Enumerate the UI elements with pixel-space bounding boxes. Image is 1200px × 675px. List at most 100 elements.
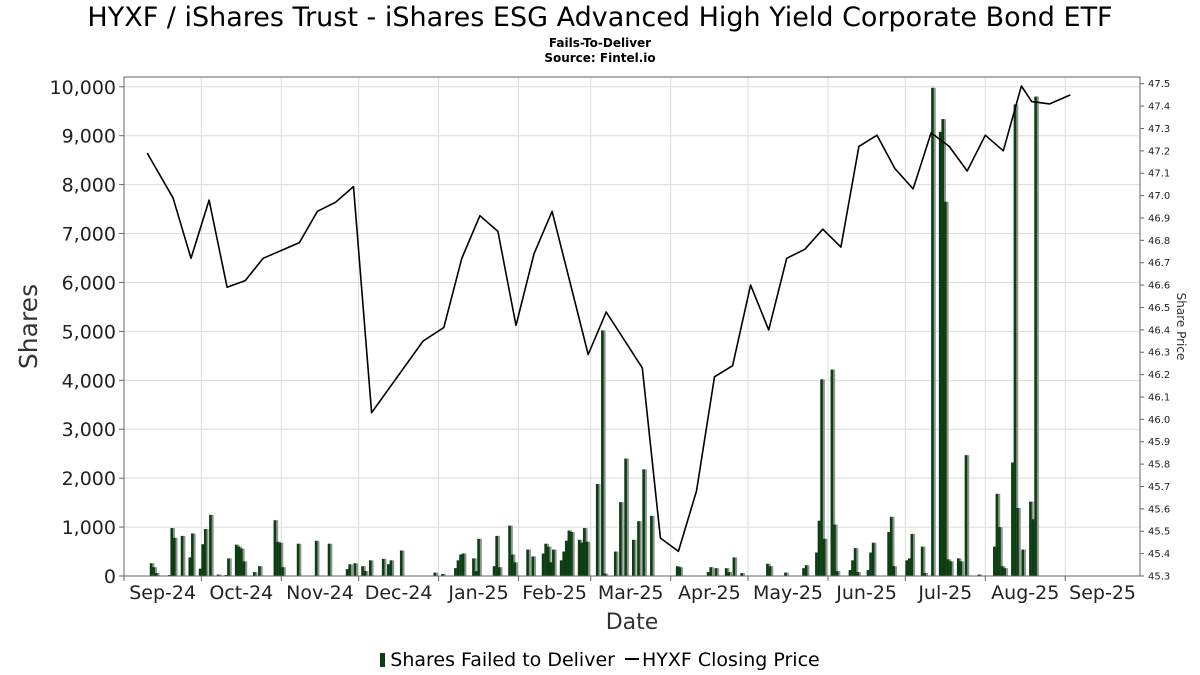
ftd-bar-shadow: [298, 543, 302, 576]
ftd-bar: [353, 563, 357, 576]
ftd-bar-shadow: [254, 572, 258, 576]
ftd-bar-shadow: [1018, 507, 1021, 576]
ftd-bar-shadow: [912, 533, 916, 576]
ftd-bar: [613, 551, 617, 576]
ftd-bar-shadow: [193, 533, 196, 576]
ftd-bar: [562, 551, 565, 576]
ftd-bar-shadow: [497, 535, 500, 576]
legend-item-ftd[interactable]: Shares Failed to Deliver: [380, 648, 615, 672]
ftd-bar: [835, 571, 839, 576]
ftd-bar-shadow: [229, 558, 232, 576]
y-right-tick-label: 45.7: [1148, 482, 1170, 493]
ftd-bar-shadow: [283, 567, 286, 576]
ftd-bar: [889, 516, 893, 576]
ftd-bar: [804, 565, 808, 576]
ftd-bar: [399, 550, 403, 576]
x-axis: Sep-24 Oct-24 Nov-24 Dec-24 Jan-25 Feb-25 Mar-…: [123, 576, 1136, 604]
x-tick-label: Apr-25: [678, 582, 741, 604]
ftd-bar: [242, 561, 246, 576]
ftd-bar-shadow: [621, 502, 624, 576]
legend-item-price[interactable]: HYXF Closing Price: [621, 648, 820, 672]
ftd-bar: [472, 558, 475, 576]
y-left-tick-label: 5,000: [62, 321, 116, 343]
ftd-bar: [526, 549, 529, 576]
y-right-tick-label: 45.4: [1148, 549, 1170, 560]
y-right-tick-label: 46.6: [1148, 281, 1170, 292]
ftd-bar: [910, 533, 914, 576]
x-axis-label: Date: [606, 610, 659, 635]
ftd-bar: [361, 566, 364, 576]
y-right-tick-label: 46.4: [1148, 325, 1170, 336]
axis-labels: Date Shares Share Price: [14, 284, 1188, 635]
ftd-bar-shadow: [329, 543, 333, 576]
y-right-tick-label: 46.1: [1148, 392, 1170, 403]
ftd-bar: [567, 530, 571, 576]
ftd-bar: [549, 562, 553, 576]
ftd-bar-shadow: [837, 571, 841, 576]
ftd-bar: [513, 562, 516, 576]
ftd-bar-shadow: [587, 541, 591, 576]
ftd-bar: [941, 119, 945, 577]
ftd-bar: [822, 538, 826, 576]
ftd-bar: [345, 569, 349, 576]
ftd-bar-shadow: [528, 549, 531, 576]
ftd-bar: [946, 559, 950, 576]
y-right-tick-label: 45.6: [1148, 504, 1170, 515]
y-left-tick-label: 6,000: [62, 272, 116, 294]
ftd-bar: [477, 538, 480, 576]
ftd-bar: [580, 542, 584, 576]
ftd-bar-shadow: [182, 535, 186, 576]
ftd-bar: [977, 574, 981, 576]
ftd-bar-shadow: [280, 542, 284, 576]
ftd-bar: [544, 543, 547, 576]
price-swatch-icon: [625, 657, 639, 660]
ftd-bar: [956, 558, 960, 576]
ftd-bar: [869, 552, 872, 576]
y-right-tick-label: 47.4: [1148, 102, 1170, 113]
ftd-bar: [552, 549, 555, 576]
ftd-bar: [154, 573, 158, 576]
ftd-bar: [474, 571, 478, 576]
ftd-bar-shadow: [961, 561, 965, 576]
y-right-tick-label: 47.2: [1148, 146, 1170, 157]
ftd-bar: [172, 537, 176, 576]
ftd-bar-shadow: [1000, 527, 1003, 576]
x-tick-label: May-25: [753, 582, 823, 604]
ftd-bar-shadow: [832, 369, 836, 576]
ftd-bar-shadow: [572, 531, 575, 576]
ftd-bar-shadow: [370, 560, 374, 576]
ftd-bar-shadow: [244, 561, 248, 576]
ftd-bar: [959, 561, 963, 576]
x-tick-label: Jan-25: [447, 582, 508, 604]
ftd-bar-shadow: [855, 548, 859, 576]
x-tick-label: Dec-24: [365, 582, 433, 604]
ftd-bar: [833, 524, 836, 576]
ftd-bar: [454, 568, 457, 576]
ftd-bar: [830, 369, 834, 576]
ftd-bar: [1034, 96, 1037, 576]
ftd-bar-shadow: [1023, 549, 1026, 576]
ftd-bar: [281, 567, 284, 576]
legend: Shares Failed to Deliver HYXF Closing Pr…: [0, 647, 1200, 672]
ftd-bar: [632, 539, 635, 576]
x-tick-label: Mar-25: [598, 582, 664, 604]
ftd-bar: [595, 484, 599, 576]
y-left-tick-label: 7,000: [62, 224, 116, 246]
ftd-bar-shadow: [154, 567, 157, 576]
ftd-bar: [559, 560, 563, 576]
y-left-tick-label: 2,000: [62, 468, 116, 490]
ftd-bar: [216, 574, 220, 576]
ftd-bar: [931, 87, 934, 576]
ftd-bar: [191, 533, 194, 576]
ftd-bar-shadow: [806, 565, 810, 576]
ftd-bar: [853, 548, 857, 576]
ftd-bar: [678, 567, 682, 576]
ftd-bar: [995, 493, 999, 576]
ftd-bar-shadow: [435, 572, 439, 576]
ftd-bar-shadow: [639, 521, 642, 576]
y-left-axis-label: Shares: [14, 284, 43, 369]
ftd-bar: [531, 556, 535, 576]
ftd-bar: [820, 379, 823, 576]
y-axis-left: 0 1,000 2,000 3,000 4,000 5,000 6,000 7,000 8,00…: [50, 77, 124, 588]
y-left-tick-label: 8,000: [62, 175, 116, 197]
